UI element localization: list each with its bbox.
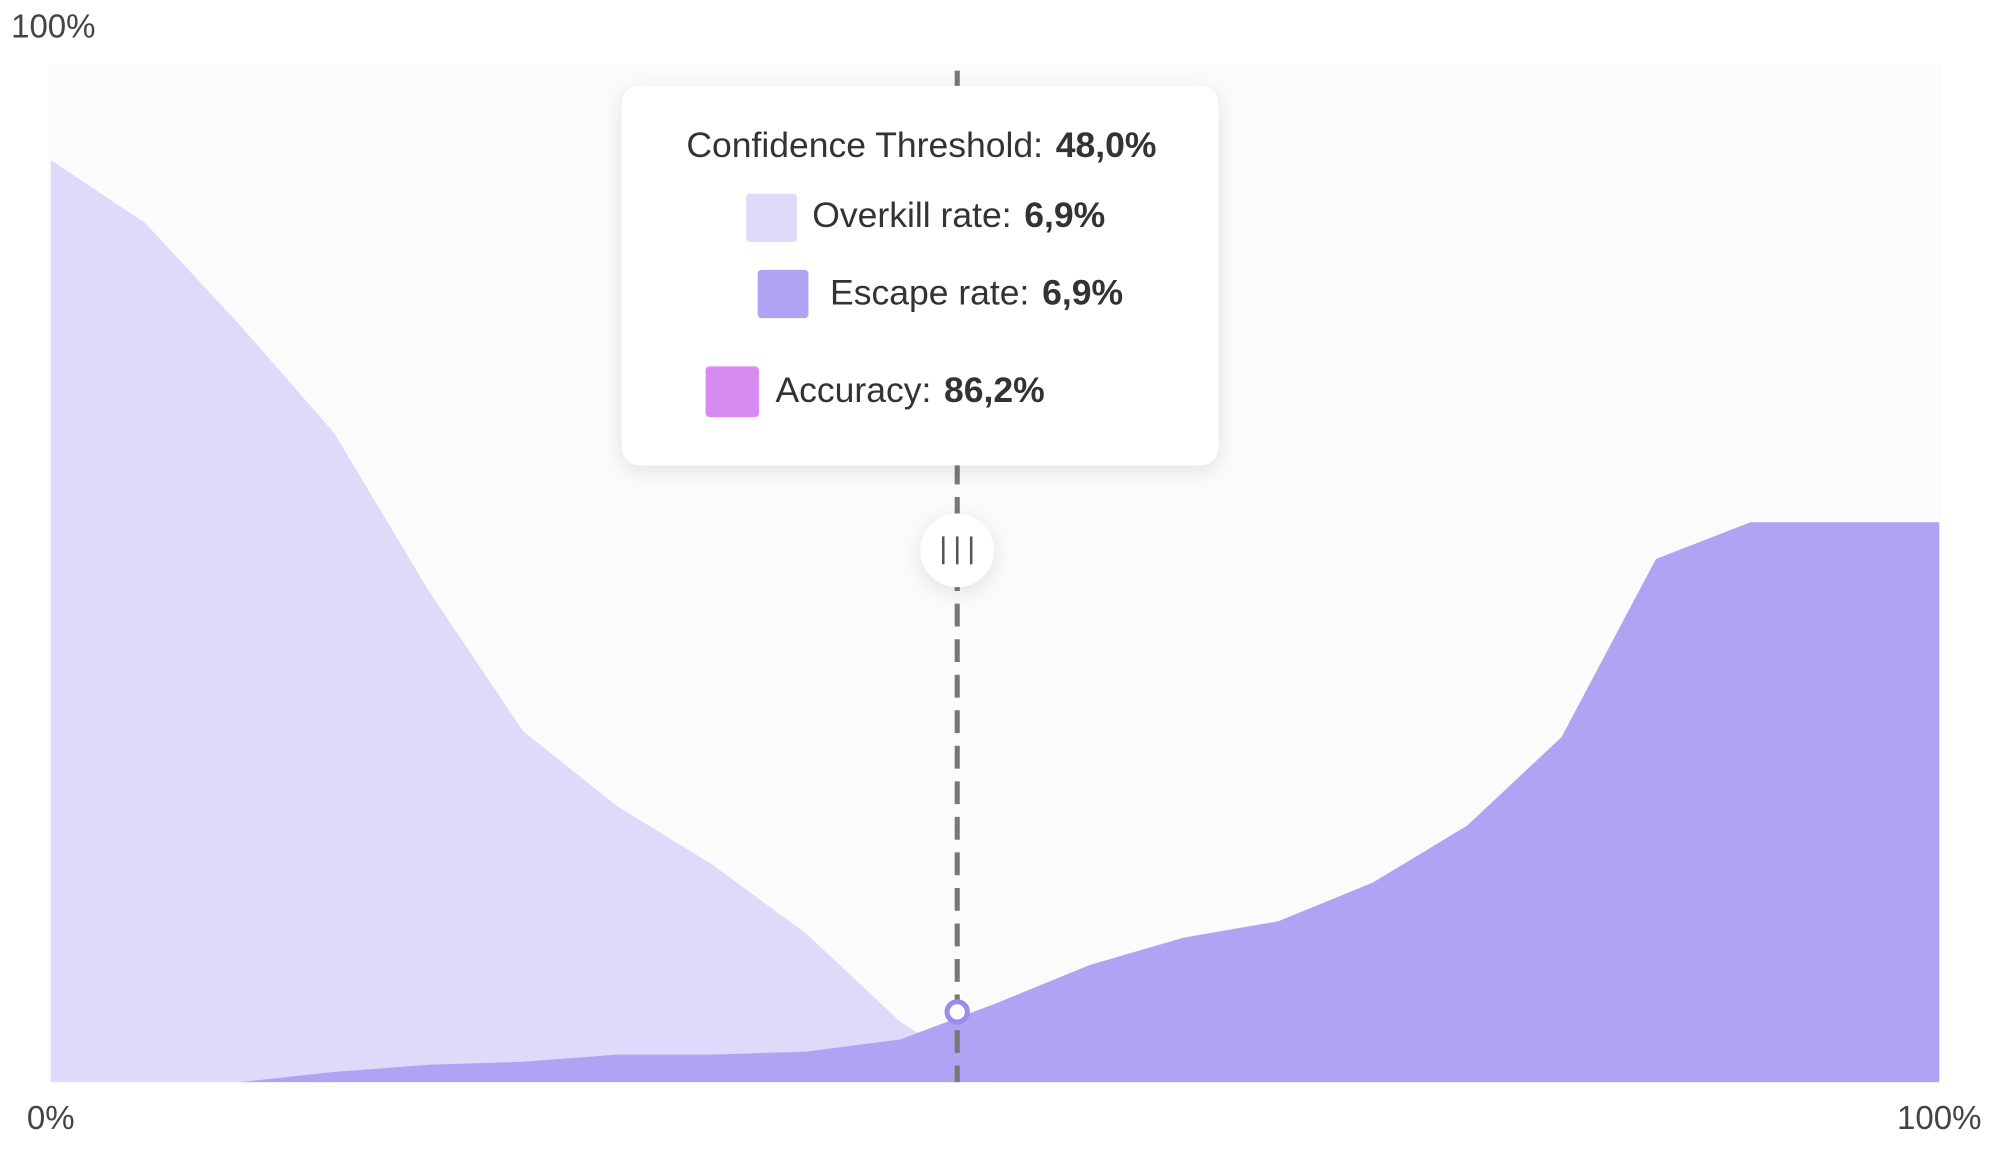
tooltip-value: 86,2% <box>944 370 1045 410</box>
tooltip-label: Overkill rate: <box>812 195 1011 235</box>
area <box>50 522 1940 1083</box>
tooltip-row: Escape rate: 6,9% <box>830 273 1123 313</box>
tooltip-value: 6,9% <box>1024 195 1105 235</box>
tooltip-row: Accuracy: 86,2% <box>775 370 1044 410</box>
threshold-label: Confidence Threshold: <box>686 125 1043 165</box>
tooltip-swatch <box>746 193 798 242</box>
tooltip-label: Escape rate: <box>830 273 1029 313</box>
tooltip-swatch <box>757 269 809 319</box>
x-tick-label: 100% <box>1897 1099 1981 1136</box>
threshold-marker <box>944 999 970 1025</box>
tooltip-title: Confidence Threshold: 48,0% <box>686 125 1156 165</box>
threshold-value: 48,0% <box>1056 125 1157 165</box>
area <box>50 159 1940 1083</box>
tooltip-swatch <box>705 366 759 418</box>
tooltip-row: Overkill rate: 6,9% <box>812 195 1105 235</box>
overlay: Confidence Threshold: 48,0% Overkill rate:… <box>621 70 1219 1083</box>
x-tick-label: 0% <box>27 1099 75 1136</box>
y-tick-label: 100% <box>11 7 95 44</box>
areas <box>50 159 1940 1083</box>
tooltip-value: 6,9% <box>1042 273 1123 313</box>
tooltip <box>621 85 1219 466</box>
tooltip-label: Accuracy: <box>775 370 931 410</box>
